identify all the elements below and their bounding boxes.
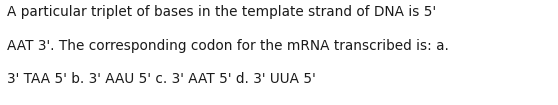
- Text: A particular triplet of bases in the template strand of DNA is 5': A particular triplet of bases in the tem…: [7, 5, 436, 19]
- Text: AAT 3'. The corresponding codon for the mRNA transcribed is: a.: AAT 3'. The corresponding codon for the …: [7, 39, 449, 53]
- Text: 3' TAA 5' b. 3' AAU 5' c. 3' AAT 5' d. 3' UUA 5': 3' TAA 5' b. 3' AAU 5' c. 3' AAT 5' d. 3…: [7, 72, 315, 86]
